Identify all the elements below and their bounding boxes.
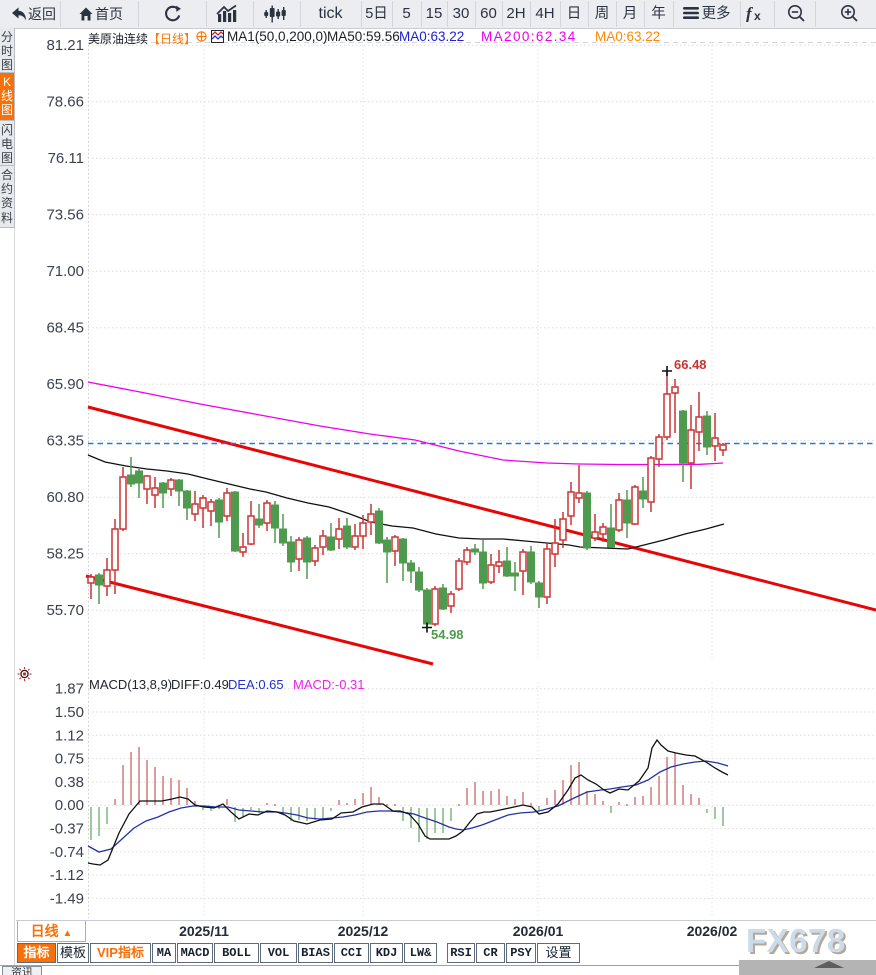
svg-text:0.75: 0.75 bbox=[55, 751, 84, 768]
svg-text:1.50: 1.50 bbox=[55, 704, 84, 721]
svg-text:2026/02: 2026/02 bbox=[687, 923, 738, 939]
svg-text:2025/12: 2025/12 bbox=[338, 923, 389, 939]
svg-text:0.00: 0.00 bbox=[55, 797, 84, 814]
svg-text:78.66: 78.66 bbox=[46, 94, 84, 111]
svg-text:-0.37: -0.37 bbox=[50, 821, 84, 838]
svg-text:68.45: 68.45 bbox=[46, 320, 84, 337]
svg-text:2025/11: 2025/11 bbox=[179, 923, 229, 939]
svg-text:60.80: 60.80 bbox=[46, 489, 84, 506]
svg-text:2026/01: 2026/01 bbox=[513, 923, 564, 939]
svg-text:73.56: 73.56 bbox=[46, 207, 84, 224]
svg-text:-1.12: -1.12 bbox=[50, 867, 84, 884]
svg-text:63.35: 63.35 bbox=[46, 433, 84, 450]
svg-text:f: f bbox=[746, 5, 754, 22]
svg-text:-1.49: -1.49 bbox=[50, 890, 84, 907]
svg-text:1.87: 1.87 bbox=[55, 681, 84, 698]
svg-text:0.38: 0.38 bbox=[55, 774, 84, 791]
svg-text:66.48: 66.48 bbox=[674, 357, 707, 372]
svg-text:-0.74: -0.74 bbox=[50, 844, 84, 861]
svg-text:81.21: 81.21 bbox=[46, 37, 84, 54]
svg-text:55.70: 55.70 bbox=[46, 602, 84, 619]
svg-text:x: x bbox=[754, 9, 761, 22]
svg-text:65.90: 65.90 bbox=[46, 376, 84, 393]
svg-text:76.11: 76.11 bbox=[48, 150, 84, 167]
svg-text:54.98: 54.98 bbox=[431, 627, 464, 642]
svg-text:58.25: 58.25 bbox=[46, 546, 84, 563]
svg-text:71.00: 71.00 bbox=[46, 263, 84, 280]
svg-text:1.12: 1.12 bbox=[55, 727, 84, 744]
svg-text:MACD(13,8,9)DIFF:0.49DEA:0.65M: MACD(13,8,9)DIFF:0.49DEA:0.65 MACD:-0.31 bbox=[89, 677, 365, 692]
